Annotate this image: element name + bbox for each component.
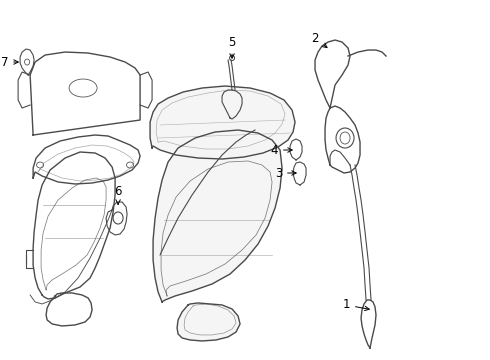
Text: 2: 2 — [311, 32, 327, 48]
Polygon shape — [150, 86, 295, 159]
Text: 7: 7 — [0, 55, 18, 68]
Text: 5: 5 — [228, 36, 236, 58]
Text: 1: 1 — [343, 298, 369, 311]
Polygon shape — [153, 130, 282, 302]
Text: 3: 3 — [275, 167, 296, 180]
Text: 4: 4 — [270, 144, 292, 157]
Polygon shape — [177, 303, 240, 341]
Text: 6: 6 — [114, 185, 122, 204]
